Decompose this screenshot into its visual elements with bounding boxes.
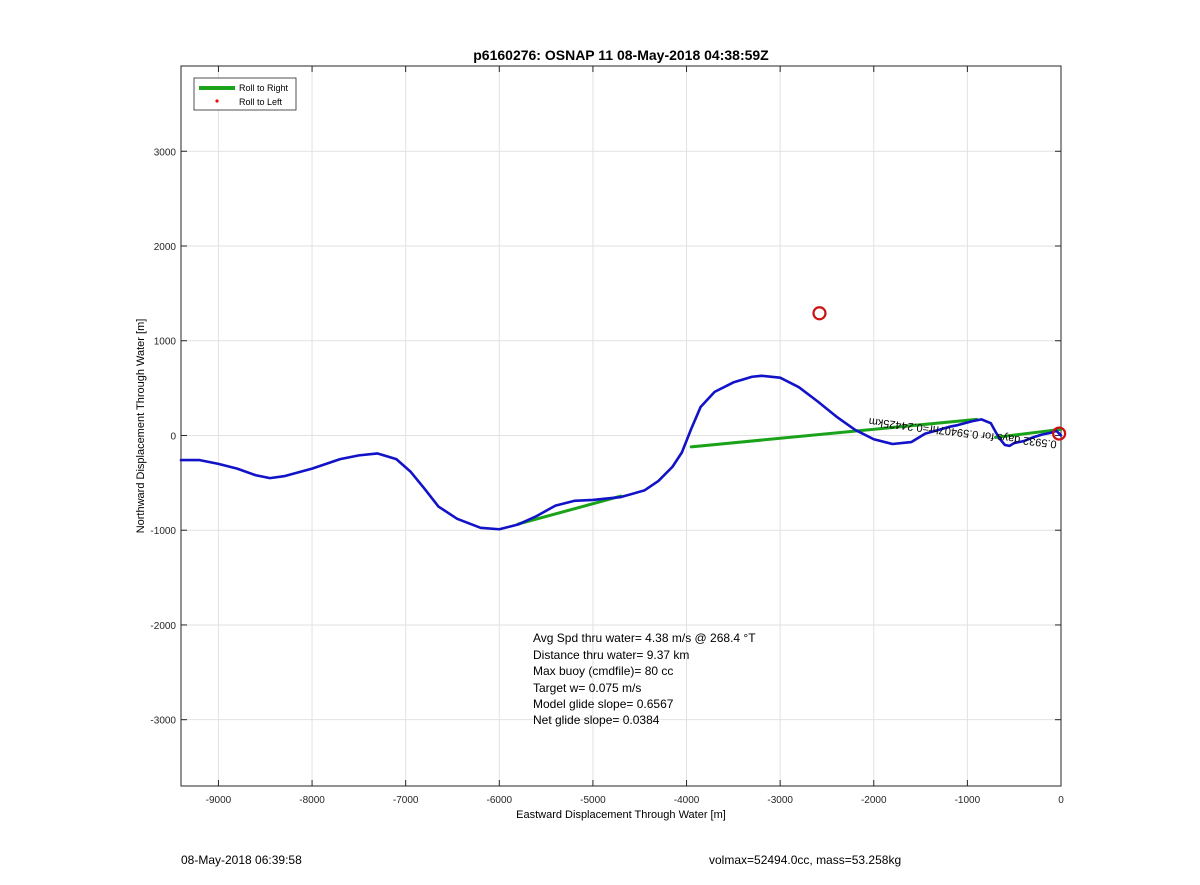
y-tick-label: -2000 (150, 621, 176, 632)
y-tick-label: 1000 (154, 337, 177, 348)
legend-box (193, 77, 297, 111)
roll-right-segment (689, 417, 979, 449)
stats-line-distance: Distance thru water= 9.37 km (533, 648, 689, 662)
stats-line-max-buoy: Max buoy (cmdfile)= 80 cc (533, 664, 673, 678)
stats-line-net-glide: Net glide slope= 0.0384 (533, 713, 660, 727)
legend: Roll to Right Roll to Left (193, 77, 297, 111)
legend-label-roll-right: Roll to Right (239, 83, 289, 93)
series-layer (179, 374, 1063, 531)
x-tick-label: -2000 (861, 795, 887, 806)
x-tick-label: -4000 (674, 795, 700, 806)
y-tick-label: -1000 (150, 526, 176, 537)
y-tick-label: 3000 (154, 147, 177, 158)
footer-volmax-mass: volmax=52494.0cc, mass=53.258kg (709, 853, 902, 867)
stats-line-model-glide: Model glide slope= 0.6567 (533, 697, 674, 711)
x-tick-label: -7000 (393, 795, 419, 806)
stats-annotation: Avg Spd thru water= 4.38 m/s @ 268.4 °T … (533, 631, 756, 727)
footer-timestamp: 08-May-2018 06:39:58 (181, 853, 302, 867)
stats-line-speed: Avg Spd thru water= 4.38 m/s @ 268.4 °T (533, 631, 756, 645)
x-tick-label: -1000 (955, 795, 981, 806)
axis-ticks: -9000 -8000 -7000 -6000 -5000 -4000 -3000 -2000… (150, 66, 1064, 806)
y-axis-label: Northward Displacement Through Water [m] (135, 319, 147, 534)
roll-right-segment (993, 427, 1063, 439)
y-tick-label: 2000 (154, 242, 177, 253)
glider-track-line (179, 374, 1063, 531)
position-marker-circle (1052, 426, 1067, 441)
x-tick-label: -9000 (206, 795, 232, 806)
x-tick-label: -6000 (487, 795, 513, 806)
grid-lines (181, 66, 1062, 786)
legend-dot-roll-left (215, 99, 219, 103)
x-tick-label: -5000 (580, 795, 606, 806)
x-axis-label: Eastward Displacement Through Water [m] (516, 809, 726, 821)
marker-layer (812, 306, 1067, 441)
y-tick-label: 0 (170, 431, 176, 442)
x-tick-label: 0 (1058, 795, 1064, 806)
legend-label-roll-left: Roll to Left (239, 97, 283, 107)
chart-title: p6160276: OSNAP 11 08-May-2018 04:38:59Z (473, 47, 769, 63)
roll-right-segment (516, 494, 623, 526)
x-tick-label: -8000 (299, 795, 325, 806)
plot-area-frame (180, 65, 1062, 787)
y-tick-label: -3000 (150, 716, 176, 727)
x-tick-label: -3000 (767, 795, 793, 806)
stats-line-target-w: Target w= 0.075 m/s (533, 681, 641, 695)
position-marker-circle (812, 306, 827, 321)
